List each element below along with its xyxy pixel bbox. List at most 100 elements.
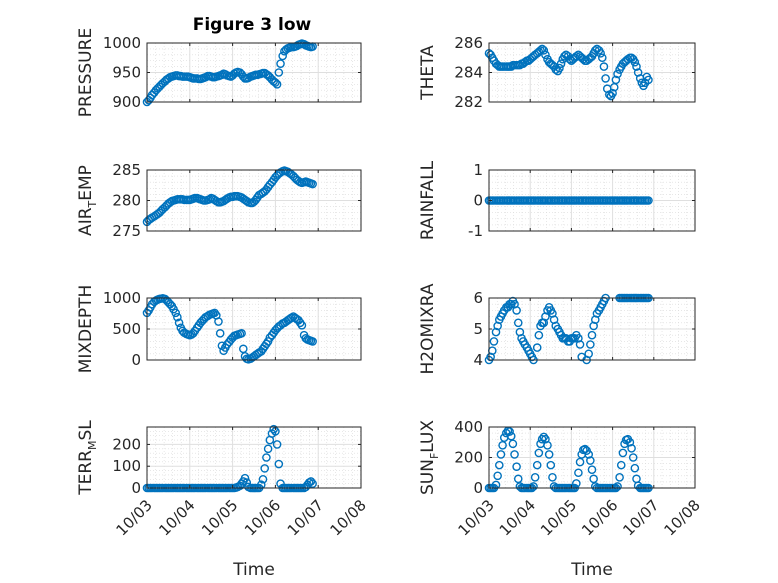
data-point bbox=[575, 340, 585, 349]
data-point bbox=[575, 457, 585, 467]
y-axis-label-main: MIXDEPTH bbox=[76, 285, 96, 374]
data-point bbox=[513, 318, 523, 328]
plot-area bbox=[147, 427, 361, 488]
data-point bbox=[546, 460, 556, 470]
data-point bbox=[615, 473, 624, 482]
data-point bbox=[274, 459, 284, 469]
data-point bbox=[539, 46, 549, 55]
data-point bbox=[539, 432, 549, 442]
data-point bbox=[532, 343, 542, 352]
y-axis-label: H2OMIXRA bbox=[418, 283, 438, 374]
data-point bbox=[510, 450, 519, 459]
data-point bbox=[587, 465, 597, 475]
y-tick-label: 6 bbox=[473, 289, 483, 307]
y-tick-label: 280 bbox=[112, 192, 141, 210]
data-point bbox=[271, 78, 280, 87]
data-point bbox=[598, 53, 607, 63]
data-point bbox=[630, 57, 640, 67]
data-point bbox=[555, 63, 564, 73]
data-point bbox=[278, 51, 287, 61]
data-point bbox=[613, 482, 622, 491]
data-point bbox=[536, 46, 545, 55]
y-axis-label-main: PRESSURE bbox=[76, 28, 96, 117]
data-point bbox=[174, 318, 184, 328]
data-point bbox=[308, 479, 317, 488]
y-axis-label-tail: LUX bbox=[418, 420, 438, 453]
y-axis-label-main: SUN bbox=[418, 459, 438, 495]
data-point bbox=[171, 308, 180, 318]
data-point bbox=[556, 59, 566, 68]
data-point bbox=[274, 68, 284, 77]
data-point bbox=[260, 464, 270, 473]
y-tick-label: 286 bbox=[454, 34, 483, 52]
data-point bbox=[505, 427, 514, 436]
data-point bbox=[537, 434, 547, 444]
data-point bbox=[240, 473, 250, 483]
subplot-4: -1 0 1 RAINFALL bbox=[418, 160, 696, 240]
data-point bbox=[532, 460, 542, 470]
y-axis-label: PRESSURE bbox=[76, 28, 96, 117]
y-axis-label: TERRMSL bbox=[76, 420, 99, 496]
data-point bbox=[489, 337, 499, 346]
data-point bbox=[613, 69, 622, 79]
y-axis-label-tail: SL bbox=[76, 420, 96, 441]
data-point bbox=[541, 50, 550, 60]
data-point bbox=[308, 337, 317, 346]
data-point bbox=[616, 460, 626, 470]
data-point bbox=[534, 448, 544, 458]
y-tick-label: 5 bbox=[473, 320, 483, 338]
y-axis-label-main: THETA bbox=[418, 45, 438, 101]
y-tick-label: 200 bbox=[112, 435, 141, 453]
y-axis-label-main: RAINFALL bbox=[418, 160, 438, 240]
data-point bbox=[269, 424, 278, 434]
data-point bbox=[644, 75, 653, 85]
y-tick-label: 400 bbox=[454, 418, 483, 436]
data-point bbox=[586, 340, 595, 349]
y-tick-label: 0 bbox=[131, 479, 141, 497]
y-tick-label: 284 bbox=[454, 64, 483, 82]
y-tick-label: 900 bbox=[112, 93, 141, 111]
y-tick-label: 1000 bbox=[103, 289, 141, 307]
subplot-1: 900 950 1000 PRESSURE bbox=[76, 28, 362, 117]
data-point bbox=[544, 450, 554, 459]
y-axis-label-main: AIR bbox=[76, 207, 96, 236]
y-tick-label: 500 bbox=[112, 320, 141, 338]
y-axis-label-main: H2OMIXRA bbox=[418, 283, 438, 374]
data-point bbox=[173, 312, 182, 322]
axes-box bbox=[146, 426, 362, 489]
data-point bbox=[608, 88, 617, 98]
y-tick-label: 0 bbox=[473, 479, 483, 497]
data-point bbox=[494, 460, 504, 470]
data-point bbox=[498, 440, 507, 450]
data-point bbox=[584, 450, 594, 459]
figure-title: Figure 3 low bbox=[193, 15, 312, 35]
y-axis-label: MIXDEPTH bbox=[76, 285, 96, 374]
subplot-5: 0 500 1000 MIXDEPTH bbox=[76, 285, 362, 374]
y-axis-label: AIRTEMP bbox=[76, 165, 99, 236]
data-point bbox=[306, 477, 316, 486]
data-point bbox=[513, 474, 523, 484]
subplot-6: 4 5 6 H2OMIXRA bbox=[418, 283, 696, 375]
y-axis-label-main: TERR bbox=[76, 450, 96, 496]
data-point bbox=[611, 75, 621, 85]
data-point bbox=[262, 453, 271, 462]
y-tick-label: 1000 bbox=[103, 34, 141, 52]
data-point bbox=[508, 439, 518, 449]
data-point bbox=[491, 480, 501, 490]
data-point bbox=[272, 80, 282, 89]
y-tick-label: 950 bbox=[112, 64, 141, 82]
data-point bbox=[628, 453, 638, 462]
data-point bbox=[644, 196, 653, 205]
data-point bbox=[215, 329, 225, 338]
y-axis-label: THETA bbox=[418, 45, 438, 101]
data-point bbox=[586, 456, 595, 465]
data-point bbox=[237, 329, 246, 338]
data-point bbox=[548, 473, 557, 482]
data-point bbox=[599, 62, 609, 71]
data-point bbox=[584, 349, 594, 359]
y-tick-label: 200 bbox=[454, 449, 483, 467]
y-tick-label: 1 bbox=[473, 161, 483, 179]
y-axis-label-tail: EMP bbox=[76, 165, 96, 201]
y-tick-label: 100 bbox=[112, 457, 141, 475]
